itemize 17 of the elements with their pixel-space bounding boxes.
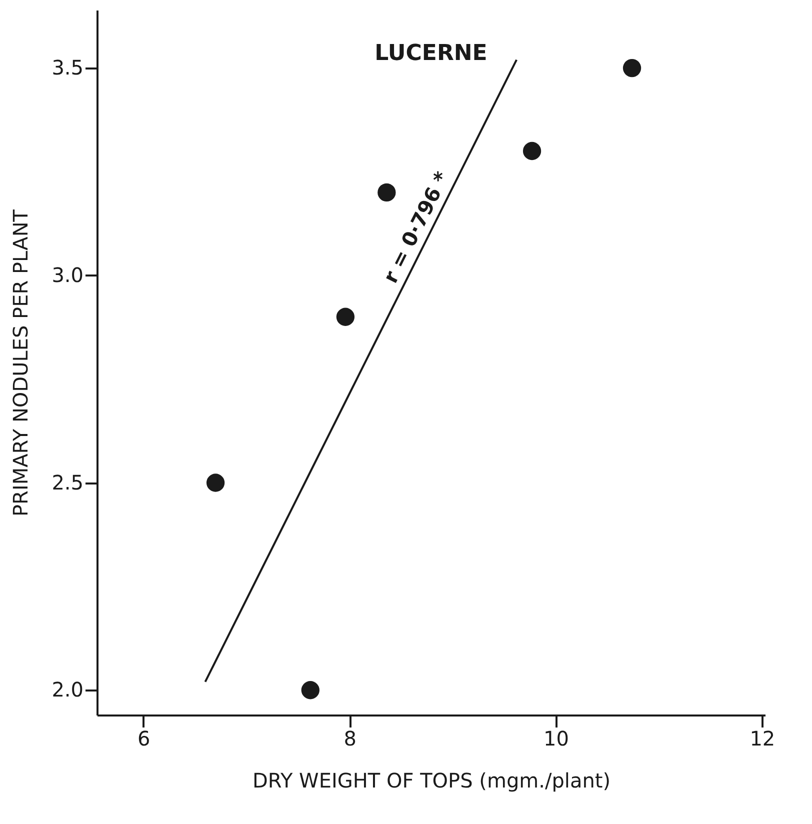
- point: [378, 183, 396, 202]
- y-tick-label: 2.5: [52, 470, 84, 494]
- y-tick-label: 3.5: [52, 56, 84, 80]
- y-tick-label: 3.0: [52, 262, 84, 287]
- point: [622, 58, 642, 78]
- y-axis-title: PRIMARY NODULES PER PLANT: [8, 208, 33, 517]
- text: LUCERNE: [374, 41, 488, 66]
- point: [522, 142, 542, 160]
- y-tick-label: 2.0: [52, 678, 84, 702]
- x-tick-label: 12: [750, 726, 776, 750]
- x-tick-label: 6: [138, 726, 150, 750]
- point: [301, 681, 320, 700]
- x-axis-title: DRY WEIGHT OF TOPS (mgm./plant): [252, 768, 611, 792]
- x-tick-label: 10: [544, 726, 569, 750]
- x-tick-label: 8: [344, 726, 356, 750]
- point: [206, 474, 225, 492]
- point: [336, 308, 355, 326]
